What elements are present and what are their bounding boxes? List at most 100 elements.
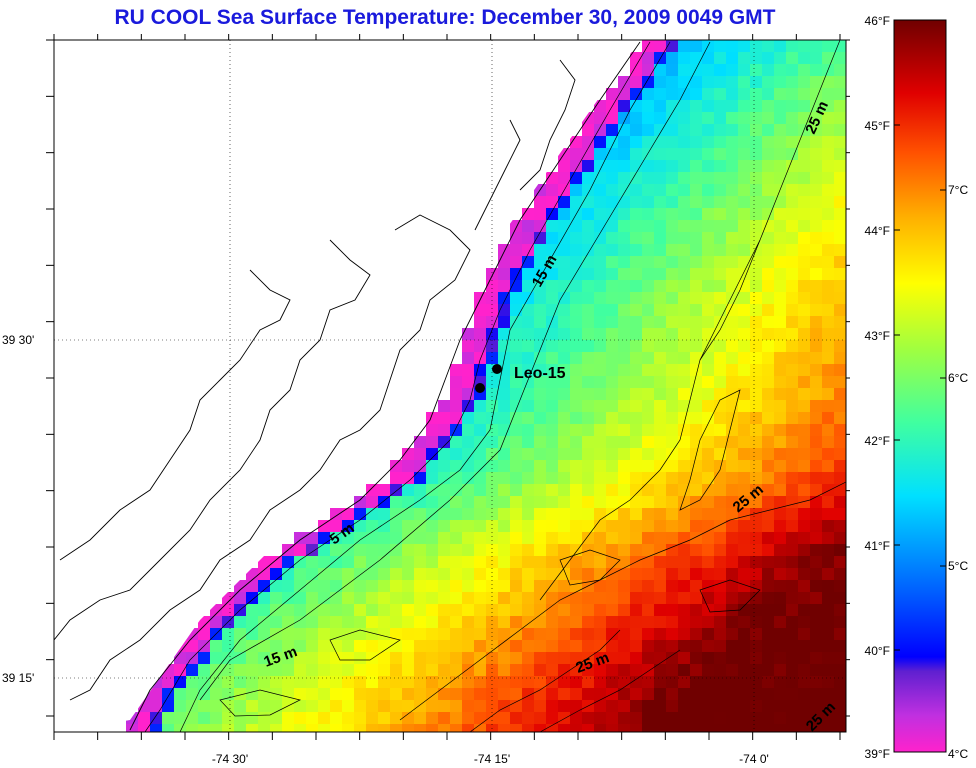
sst-cell [834, 352, 846, 364]
sst-cell [570, 664, 582, 676]
sst-cell [666, 640, 678, 652]
sst-cell [582, 448, 594, 460]
sst-cell [762, 544, 774, 556]
sst-cell [378, 568, 390, 580]
sst-cell [678, 352, 690, 364]
sst-cell [678, 484, 690, 496]
sst-cell [666, 508, 678, 520]
sst-cell [690, 604, 702, 616]
sst-cell [750, 340, 762, 352]
sst-cell [570, 628, 582, 640]
sst-cell [666, 604, 678, 616]
sst-cell [678, 712, 690, 724]
sst-cell [594, 364, 606, 376]
sst-cell [690, 256, 702, 268]
sst-cell [282, 640, 294, 652]
sst-cell [654, 136, 666, 148]
sst-cell [546, 664, 558, 676]
sst-cell [594, 532, 606, 544]
sst-cell [210, 700, 222, 712]
sst-cell [342, 712, 354, 724]
sst-cell [522, 268, 534, 280]
sst-cell [318, 652, 330, 664]
sst-cell [558, 160, 570, 172]
sst-cell [678, 40, 690, 52]
sst-cell [798, 268, 810, 280]
sst-cell [702, 160, 714, 172]
sst-cell [498, 304, 510, 316]
sst-cell [306, 640, 318, 652]
sst-cell [450, 484, 462, 496]
sst-cell [714, 544, 726, 556]
sst-cell [582, 628, 594, 640]
sst-cell [702, 232, 714, 244]
sst-cell [810, 712, 822, 724]
sst-cell [714, 76, 726, 88]
sst-cell [546, 292, 558, 304]
sst-cell [798, 400, 810, 412]
sst-cell [810, 256, 822, 268]
sst-cell [546, 232, 558, 244]
sst-cell [738, 676, 750, 688]
sst-cell [834, 580, 846, 592]
sst-cell [570, 424, 582, 436]
sst-cell [594, 352, 606, 364]
sst-cell [546, 544, 558, 556]
sst-cell [642, 172, 654, 184]
sst-cell [594, 508, 606, 520]
sst-cell [210, 616, 222, 628]
sst-cell [414, 712, 426, 724]
sst-cell [762, 676, 774, 688]
sst-cell [486, 556, 498, 568]
sst-cell [606, 160, 618, 172]
sst-cell [642, 556, 654, 568]
sst-cell [666, 352, 678, 364]
sst-cell [810, 328, 822, 340]
sst-cell [438, 580, 450, 592]
sst-cell [822, 508, 834, 520]
sst-cell [474, 412, 486, 424]
sst-cell [726, 364, 738, 376]
sst-cell [762, 616, 774, 628]
sst-cell [726, 412, 738, 424]
sst-cell [678, 568, 690, 580]
sst-cell [354, 592, 366, 604]
sst-cell [666, 700, 678, 712]
sst-cell [342, 676, 354, 688]
sst-cell [474, 700, 486, 712]
sst-cell [174, 712, 186, 724]
sst-cell [594, 388, 606, 400]
sst-cell [534, 292, 546, 304]
sst-cell [642, 256, 654, 268]
sst-cell [702, 220, 714, 232]
sst-cell [558, 556, 570, 568]
sst-cell [594, 688, 606, 700]
sst-cell [666, 520, 678, 532]
sst-cell [714, 652, 726, 664]
sst-cell [594, 604, 606, 616]
sst-cell [522, 472, 534, 484]
sst-cell [630, 292, 642, 304]
sst-cell [462, 460, 474, 472]
sst-cell [546, 244, 558, 256]
sst-cell [798, 448, 810, 460]
sst-cell [642, 400, 654, 412]
sst-cell [750, 76, 762, 88]
sst-cell [690, 64, 702, 76]
sst-cell [654, 148, 666, 160]
sst-cell [738, 472, 750, 484]
sst-cell [714, 112, 726, 124]
sst-cell [654, 160, 666, 172]
sst-cell [438, 592, 450, 604]
colorbar-c-label-7: 7°C [948, 183, 968, 197]
sst-cell [630, 592, 642, 604]
sst-cell [390, 688, 402, 700]
sst-cell [522, 316, 534, 328]
sst-cell [450, 364, 462, 376]
sst-cell [786, 496, 798, 508]
sst-cell [786, 484, 798, 496]
sst-cell [390, 652, 402, 664]
sst-cell [510, 268, 522, 280]
sst-cell [594, 580, 606, 592]
sst-cell [738, 520, 750, 532]
